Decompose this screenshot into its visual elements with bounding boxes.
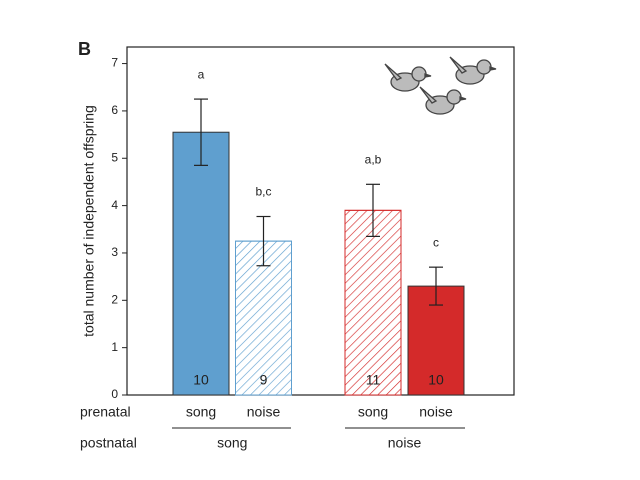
sample-size: 9: [260, 372, 268, 388]
y-tick-label: 4: [111, 198, 118, 212]
annotation: a,b: [365, 152, 382, 166]
bird-icons: [384, 56, 497, 115]
row-label: postnatal: [80, 435, 137, 451]
sample-size: 10: [193, 372, 209, 388]
y-tick-label: 5: [111, 150, 118, 164]
bar: [172, 131, 230, 396]
group-label: song: [217, 435, 247, 451]
x-tick-label: song: [358, 404, 388, 420]
sample-size: 10: [428, 372, 444, 388]
annotation: a: [198, 67, 205, 81]
x-tick-label: noise: [247, 404, 281, 420]
bar-hatch: [344, 209, 402, 396]
error-bar: [429, 266, 443, 306]
error-bar: [366, 183, 380, 237]
plot-frame: [126, 46, 515, 396]
y-axis-label: total number of independent offspring: [81, 105, 97, 337]
x-tick-label: song: [186, 404, 216, 420]
error-bar: [256, 215, 271, 267]
sample-size: 11: [366, 372, 381, 388]
x-tick-label: noise: [419, 404, 453, 420]
y-tick-label: 1: [111, 340, 118, 354]
error-bar: [194, 98, 208, 166]
y-tick-label: 0: [111, 387, 118, 401]
annotation: b,c: [255, 185, 271, 199]
y-tick-label: 6: [111, 103, 118, 117]
bar-hatch: [235, 240, 292, 396]
y-tick-label: 3: [111, 245, 118, 259]
panel-label: B: [78, 39, 91, 59]
row-label: prenatal: [80, 404, 131, 420]
y-tick-label: 2: [111, 292, 118, 306]
annotation: c: [433, 235, 439, 249]
group-label: noise: [388, 435, 422, 451]
y-tick-label: 7: [111, 56, 118, 70]
